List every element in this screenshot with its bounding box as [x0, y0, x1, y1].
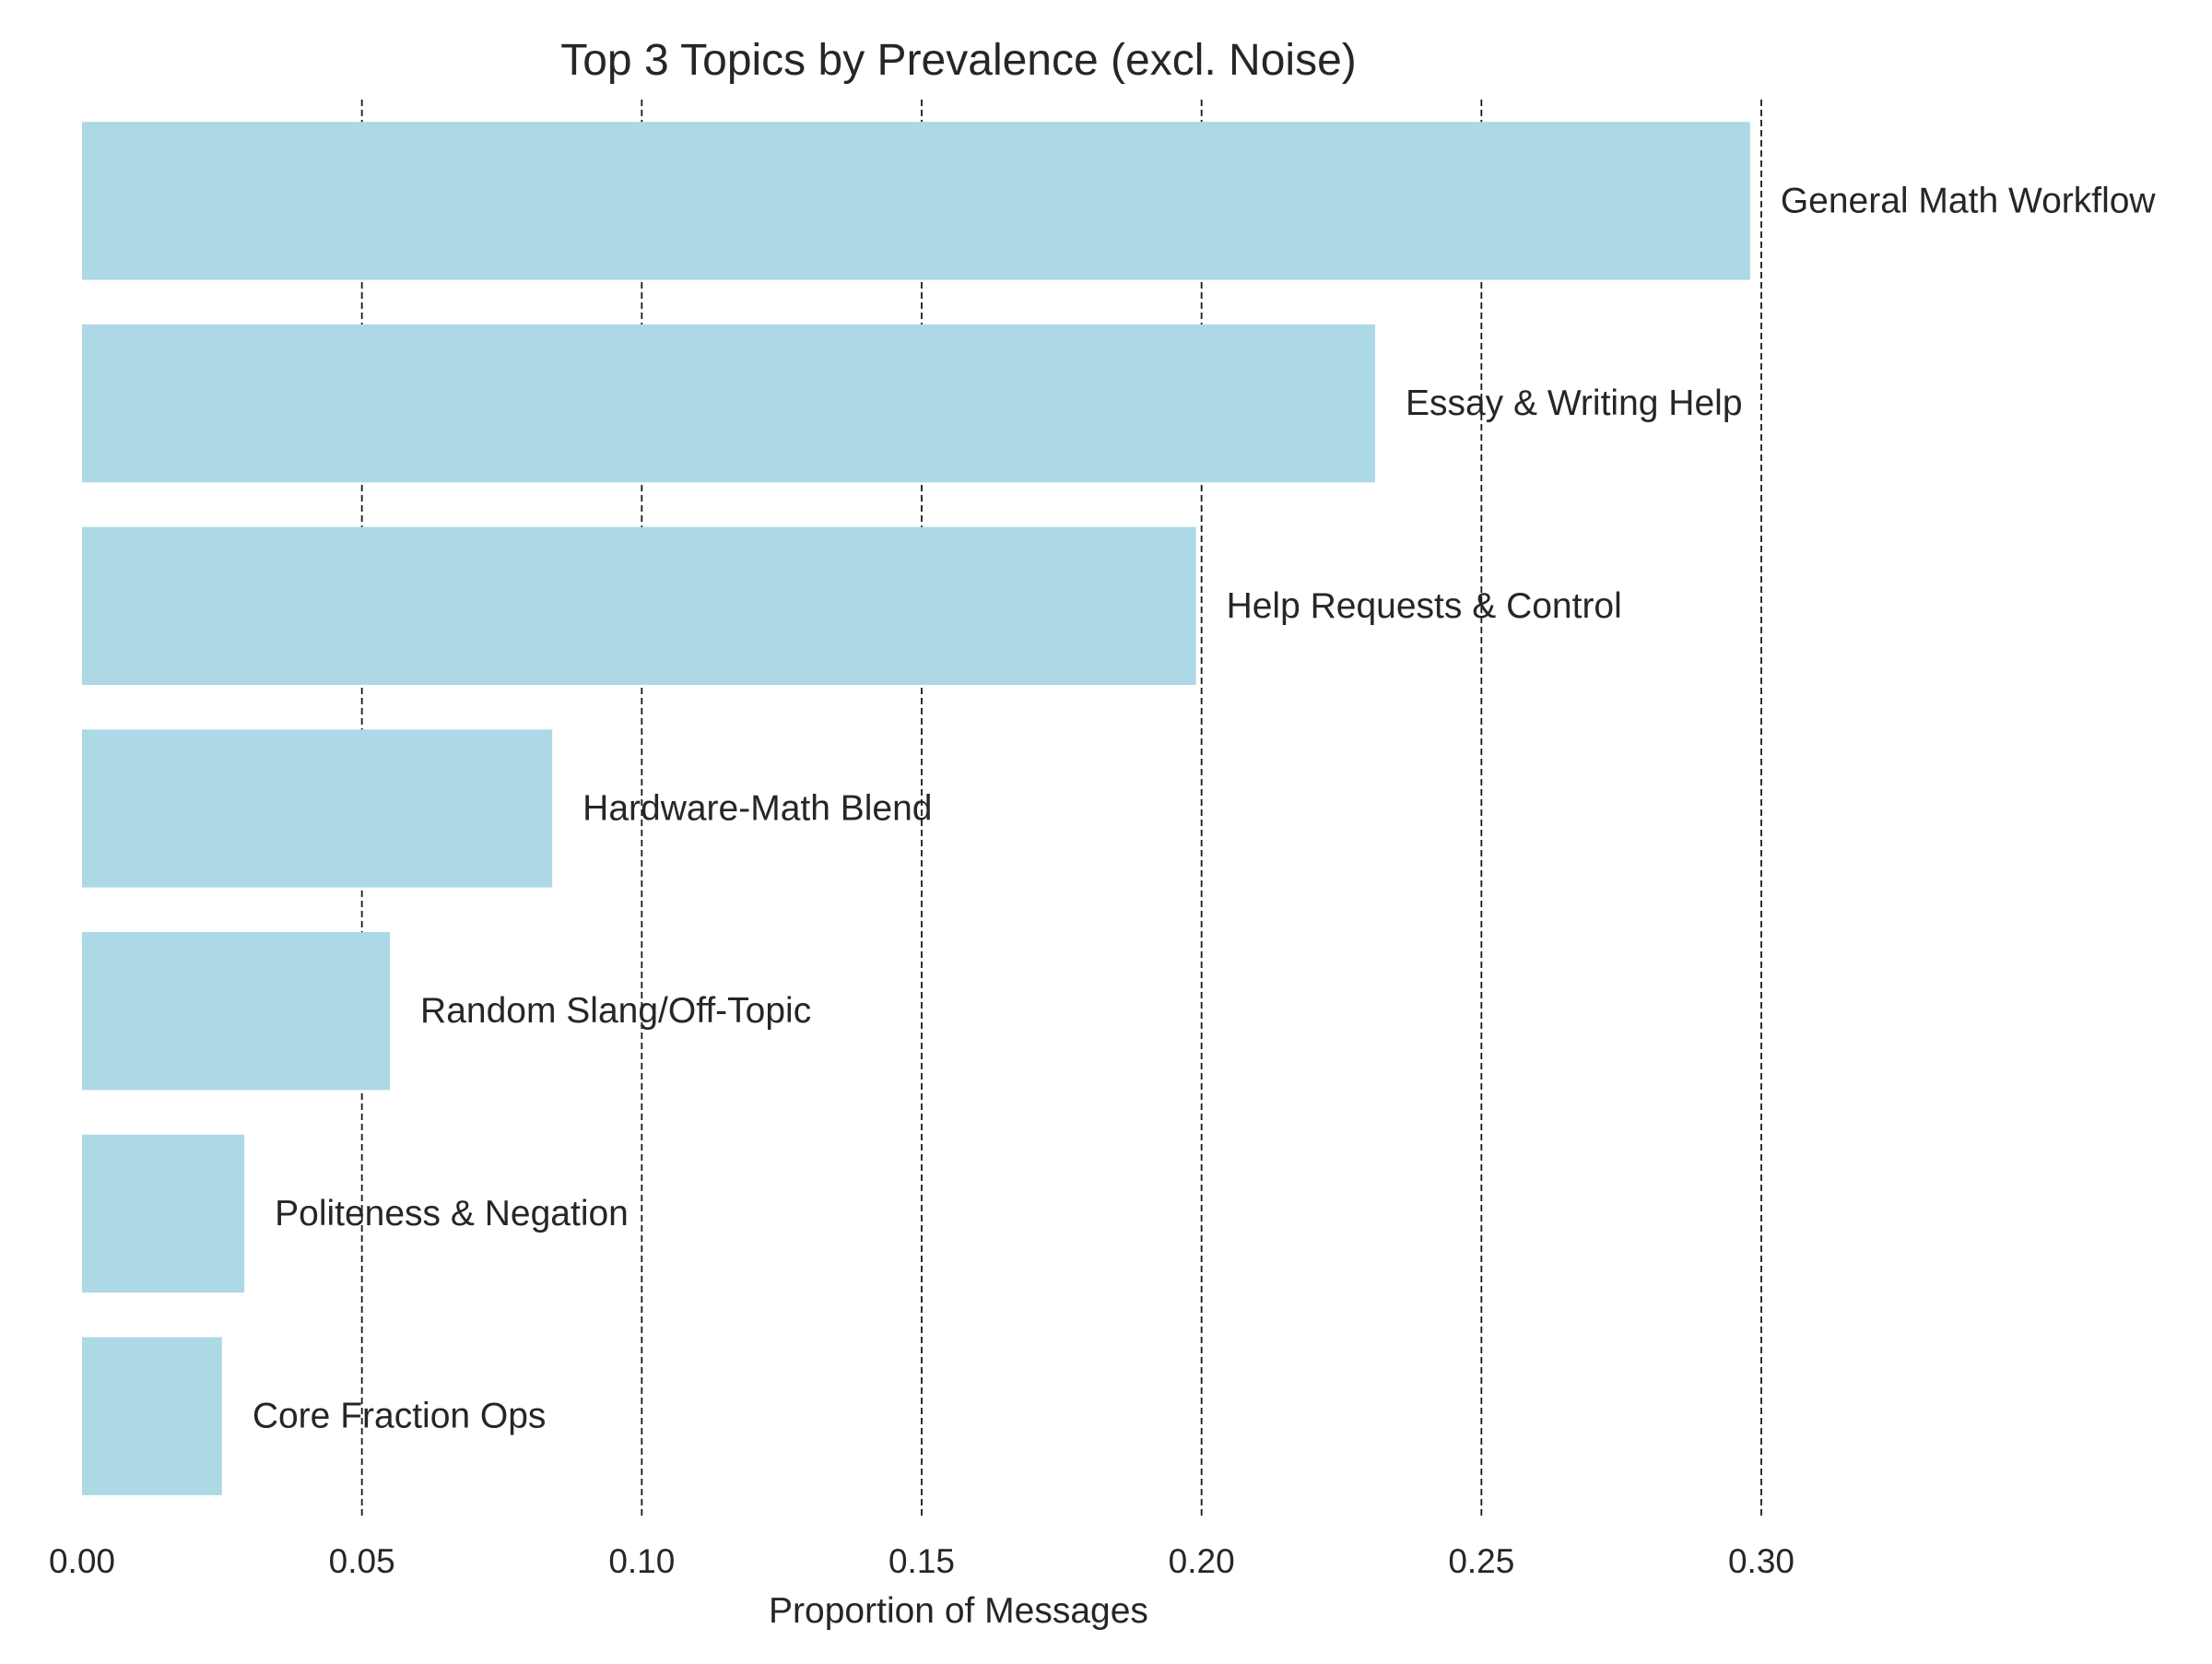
- bar: [82, 932, 391, 1091]
- bar-label: Essay & Writing Help: [1406, 384, 1743, 423]
- x-tick-label: 0.25: [1448, 1542, 1514, 1580]
- bars: [82, 122, 1750, 1495]
- bar: [82, 729, 553, 888]
- bar: [82, 324, 1375, 483]
- x-axis-ticks: 0.00 0.05 0.10 0.15 0.20 0.25 0.30: [49, 1542, 1794, 1580]
- x-tick-label: 0.20: [1169, 1542, 1235, 1580]
- chart-title: Top 3 Topics by Prevalence (excl. Noise): [560, 36, 1357, 85]
- bar-label: Politeness & Negation: [275, 1194, 629, 1233]
- bar-label: General Math Workflow: [1781, 181, 2157, 220]
- bar-label: Hardware-Math Blend: [582, 789, 932, 829]
- gridlines: [360, 100, 1762, 1517]
- bar: [82, 1134, 245, 1293]
- x-tick-label: 0.30: [1728, 1542, 1794, 1580]
- x-tick-label: 0.05: [329, 1542, 395, 1580]
- x-tick-label: 0.15: [888, 1542, 955, 1580]
- x-axis-label: Proportion of Messages: [769, 1591, 1148, 1631]
- bar-label: Core Fraction Ops: [253, 1397, 547, 1436]
- bar-label: Random Slang/Off-Topic: [420, 991, 811, 1031]
- x-tick-label: 0.00: [49, 1542, 115, 1580]
- bar: [82, 1337, 222, 1495]
- bar-labels: General Math Workflow Essay & Writing Hel…: [253, 181, 2157, 1435]
- x-tick-label: 0.10: [608, 1542, 675, 1580]
- bar-label: Help Requests & Control: [1227, 586, 1622, 626]
- bar: [82, 526, 1196, 685]
- bar: [82, 122, 1750, 280]
